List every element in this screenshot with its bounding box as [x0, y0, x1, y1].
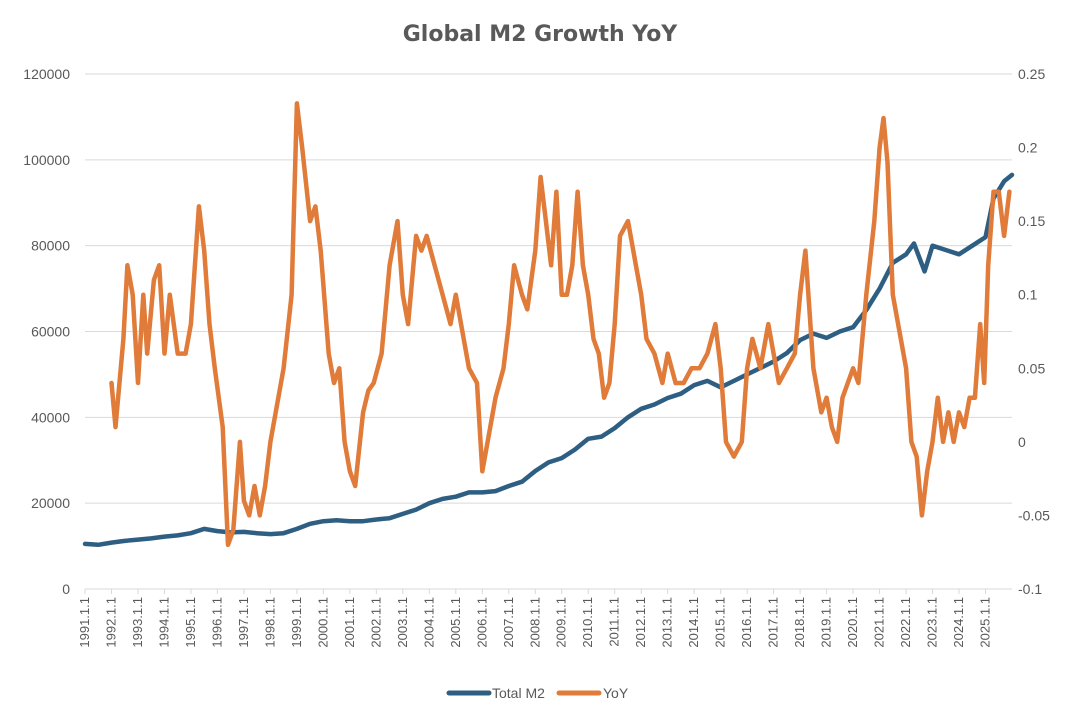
x-tick-label: 2011.1.1	[607, 597, 622, 647]
legend-label-yoy: YoY	[603, 685, 629, 701]
x-tick-label: 2020.1.1	[845, 597, 860, 648]
x-tick-label: 2013.1.1	[660, 597, 675, 648]
x-tick-label: 2010.1.1	[580, 597, 595, 648]
x-tick-label: 1994.1.1	[156, 597, 171, 648]
x-tick-label: 2000.1.1	[315, 597, 330, 648]
x-tick-label: 2009.1.1	[554, 597, 569, 648]
x-tick-label: 1995.1.1	[183, 597, 198, 648]
x-tick-label: 2025.1.1	[978, 597, 993, 648]
x-tick-label: 2017.1.1	[766, 597, 781, 648]
x-tick-label: 2021.1.1	[872, 597, 887, 648]
x-tick-label: 2006.1.1	[474, 597, 489, 648]
left-tick-label: 0	[62, 581, 70, 597]
x-tick-label: 2008.1.1	[527, 597, 542, 648]
right-tick-label: 0	[1018, 434, 1026, 450]
x-tick-label: 2002.1.1	[368, 597, 383, 648]
x-tick-label: 1998.1.1	[262, 597, 277, 648]
left-axis-ticks: 0 20000 40000 60000 80000 100000 120000	[23, 66, 70, 597]
right-tick-label: -0.05	[1018, 507, 1050, 523]
x-tick-label: 2004.1.1	[421, 597, 436, 648]
series-layer	[82, 101, 1015, 548]
legend-label-total-m2: Total M2	[492, 685, 545, 701]
x-tick-label: 2007.1.1	[501, 597, 516, 648]
x-tick-label: 2014.1.1	[686, 597, 701, 648]
x-tick-label: 2015.1.1	[713, 597, 728, 648]
x-tick-label: 2001.1.1	[342, 597, 357, 648]
right-tick-label: 0.2	[1018, 140, 1038, 156]
x-tick-label: 2023.1.1	[925, 597, 940, 648]
x-axis-ticks: 1991.1.1 1992.1.1 1993.1.1 1994.1.1 1995.1.1…	[77, 589, 993, 648]
x-tick-label: 1996.1.1	[209, 597, 224, 648]
left-tick-label: 80000	[31, 238, 70, 254]
x-tick-label: 2022.1.1	[898, 597, 913, 648]
left-tick-label: 20000	[31, 495, 70, 511]
gridlines	[85, 73, 1012, 504]
left-tick-label: 40000	[31, 409, 70, 425]
right-tick-label: 0.15	[1018, 213, 1045, 229]
right-tick-label: 0.05	[1018, 360, 1045, 376]
x-tick-label: 2012.1.1	[633, 597, 648, 648]
series-line-yoy	[109, 101, 1012, 548]
right-tick-label: 0.25	[1018, 66, 1045, 82]
left-tick-label: 120000	[23, 66, 70, 82]
right-tick-label: -0.1	[1018, 581, 1042, 597]
right-tick-label: 0.1	[1018, 287, 1038, 303]
x-tick-label: 1992.1.1	[103, 597, 118, 648]
x-tick-label: 2018.1.1	[792, 597, 807, 648]
x-tick-label: 1999.1.1	[289, 597, 304, 648]
series-line-total-m2	[82, 172, 1015, 548]
left-tick-label: 100000	[23, 152, 70, 168]
chart-title: Global M2 Growth YoY	[403, 22, 679, 47]
x-tick-label: 2005.1.1	[448, 597, 463, 648]
x-tick-label: 1991.1.1	[77, 597, 92, 648]
x-tick-label: 1993.1.1	[130, 597, 145, 648]
x-tick-label: 2019.1.1	[819, 597, 834, 648]
x-tick-label: 2016.1.1	[739, 597, 754, 648]
x-tick-label: 2024.1.1	[951, 597, 966, 648]
x-tick-label: 1997.1.1	[236, 597, 251, 648]
right-axis-ticks: -0.1 -0.05 0 0.05 0.1 0.15 0.2 0.25	[1018, 66, 1050, 597]
left-tick-label: 60000	[31, 324, 70, 340]
x-tick-label: 2003.1.1	[395, 597, 410, 648]
legend: Total M2 YoY	[446, 685, 629, 701]
